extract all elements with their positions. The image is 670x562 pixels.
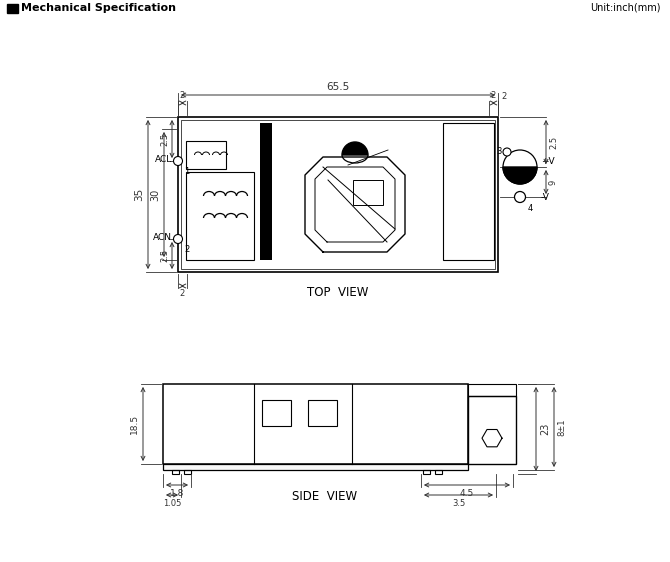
Circle shape <box>503 148 511 156</box>
Text: 23: 23 <box>540 423 550 435</box>
Bar <box>184 470 191 474</box>
Bar <box>181 120 495 269</box>
Text: 18.5: 18.5 <box>130 414 139 434</box>
Bar <box>423 470 430 474</box>
Wedge shape <box>503 167 537 184</box>
Bar <box>468 396 516 464</box>
Text: 2.5: 2.5 <box>160 133 169 146</box>
Wedge shape <box>342 142 368 155</box>
Text: 2: 2 <box>501 92 507 101</box>
Text: 4.5: 4.5 <box>460 488 474 497</box>
Text: 8±1: 8±1 <box>557 418 566 436</box>
Bar <box>172 470 179 474</box>
Text: SIDE  VIEW: SIDE VIEW <box>292 490 358 503</box>
Circle shape <box>174 234 182 243</box>
Bar <box>260 123 272 260</box>
Bar <box>163 464 468 470</box>
Text: 1: 1 <box>184 167 189 176</box>
Text: TOP  VIEW: TOP VIEW <box>308 285 369 298</box>
Text: +V: +V <box>541 157 555 166</box>
Circle shape <box>503 150 537 184</box>
Bar <box>186 141 226 169</box>
Text: 65.5: 65.5 <box>326 81 350 92</box>
Bar <box>308 400 337 425</box>
Circle shape <box>174 156 182 165</box>
Bar <box>163 384 468 464</box>
Text: Mechanical Specification: Mechanical Specification <box>21 3 176 13</box>
Text: 3.5: 3.5 <box>452 498 465 507</box>
Text: 2.5: 2.5 <box>549 135 558 148</box>
Circle shape <box>515 192 525 202</box>
Text: ACN: ACN <box>153 233 172 242</box>
Text: 1.05: 1.05 <box>163 498 181 507</box>
Bar <box>7 4 18 13</box>
Text: 4: 4 <box>528 204 533 213</box>
Text: -V: -V <box>541 193 550 202</box>
Text: ACL: ACL <box>155 156 172 165</box>
Bar <box>353 180 383 205</box>
Text: 2: 2 <box>491 90 496 99</box>
Text: Unit:inch(mm): Unit:inch(mm) <box>590 3 661 13</box>
Bar <box>443 123 494 260</box>
Text: 2.5: 2.5 <box>160 249 169 262</box>
Text: 2: 2 <box>180 289 185 298</box>
Text: 3: 3 <box>496 147 502 156</box>
Text: 35: 35 <box>134 188 144 201</box>
Text: 2: 2 <box>180 90 185 99</box>
Text: 1.8: 1.8 <box>170 488 184 497</box>
Bar <box>262 400 291 425</box>
Bar <box>468 384 516 396</box>
Bar <box>435 470 442 474</box>
Bar <box>186 172 254 260</box>
Text: 9: 9 <box>549 179 558 185</box>
Bar <box>178 117 498 272</box>
Text: 2: 2 <box>184 245 189 254</box>
Text: 30: 30 <box>150 188 160 201</box>
